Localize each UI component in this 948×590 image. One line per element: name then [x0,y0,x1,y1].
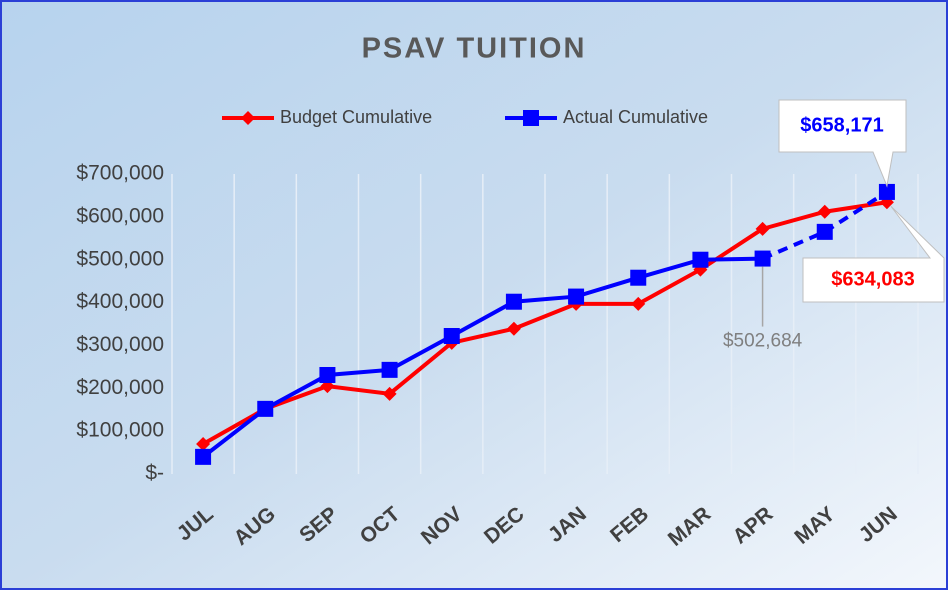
chart-title: PSAV TUITION [362,33,587,65]
data-point [319,367,336,383]
y-tick-label: $500,000 [76,247,164,270]
y-tick-label: $100,000 [76,419,164,442]
data-label: $502,684 [723,331,803,352]
legend-label: Actual Cumulative [563,107,708,127]
data-point [196,437,211,451]
y-tick-label: $400,000 [76,290,164,313]
y-tick-label: $- [145,462,164,485]
data-point [754,250,771,267]
data-point [195,448,212,465]
data-point [505,293,522,310]
data-point [755,221,770,236]
legend-marker [523,110,539,126]
y-tick-label: $300,000 [76,333,164,356]
data-point [506,321,521,336]
callout-box [778,99,907,188]
data-point [257,400,274,417]
data-point [878,183,895,200]
y-tick-label: $600,000 [76,204,164,227]
callout-box [802,205,945,303]
data-point [817,204,832,219]
series-line-dashed [761,190,888,261]
data-point [692,251,709,268]
data-point [382,386,397,401]
legend-marker [241,111,255,125]
data-label: $658,171 [800,114,883,136]
data-point [631,296,646,311]
series-line [202,200,888,446]
legend-label: Budget Cumulative [280,107,432,127]
data-point [443,328,460,344]
data-label: $634,083 [831,268,914,290]
y-tick-label: $200,000 [76,376,164,399]
data-point [630,269,647,286]
data-point [381,361,398,378]
data-point [816,223,833,240]
series-line [201,256,763,459]
data-point [568,288,585,305]
y-tick-label: $700,000 [76,162,164,185]
